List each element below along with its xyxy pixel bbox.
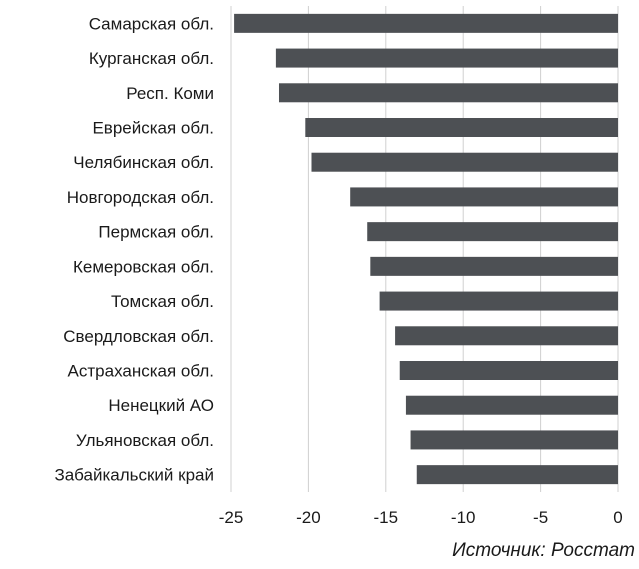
category-label: Самарская обл. xyxy=(89,14,214,33)
x-tick-label: -10 xyxy=(451,508,476,527)
category-label: Еврейская обл. xyxy=(92,119,214,138)
bar xyxy=(278,83,618,103)
bar xyxy=(305,118,618,137)
category-label: Новгородская обл. xyxy=(67,188,214,207)
bar xyxy=(370,256,618,276)
bars xyxy=(234,13,618,485)
category-label: Ульяновская обл. xyxy=(76,431,214,450)
category-label: Забайкальский край xyxy=(54,466,214,485)
bar xyxy=(395,326,618,346)
bar xyxy=(234,13,618,33)
bar xyxy=(367,222,618,242)
category-label: Томская обл. xyxy=(111,292,214,311)
category-label: Пермская обл. xyxy=(98,223,214,242)
bar xyxy=(410,430,618,450)
category-label: Кемеровская обл. xyxy=(73,257,214,276)
x-tick-label: 0 xyxy=(613,508,622,527)
tick-labels: -25 -20 -15 -10 -5 0 xyxy=(219,508,623,527)
category-label: Астраханская обл. xyxy=(68,362,214,381)
bar xyxy=(399,361,618,380)
category-label: Респ. Коми xyxy=(126,84,214,103)
x-tick-label: -25 xyxy=(219,508,244,527)
category-labels: Самарская обл. Курганская обл. Респ. Коми Е… xyxy=(54,14,214,484)
category-label: Свердловская обл. xyxy=(63,327,214,346)
x-tick-label: -20 xyxy=(296,508,321,527)
bar xyxy=(275,48,618,68)
category-label: Курганская обл. xyxy=(89,49,214,68)
x-tick-label: -15 xyxy=(374,508,399,527)
bar xyxy=(311,152,618,172)
bar xyxy=(416,465,618,485)
x-tick-label: -5 xyxy=(533,508,548,527)
source-note: Источник: Росстат xyxy=(452,540,635,561)
bar xyxy=(379,291,618,311)
category-label: Челябинская обл. xyxy=(73,153,214,172)
category-label: Ненецкий АО xyxy=(108,396,214,415)
bar xyxy=(350,187,618,207)
bar xyxy=(405,395,618,415)
gridlines xyxy=(230,6,619,492)
